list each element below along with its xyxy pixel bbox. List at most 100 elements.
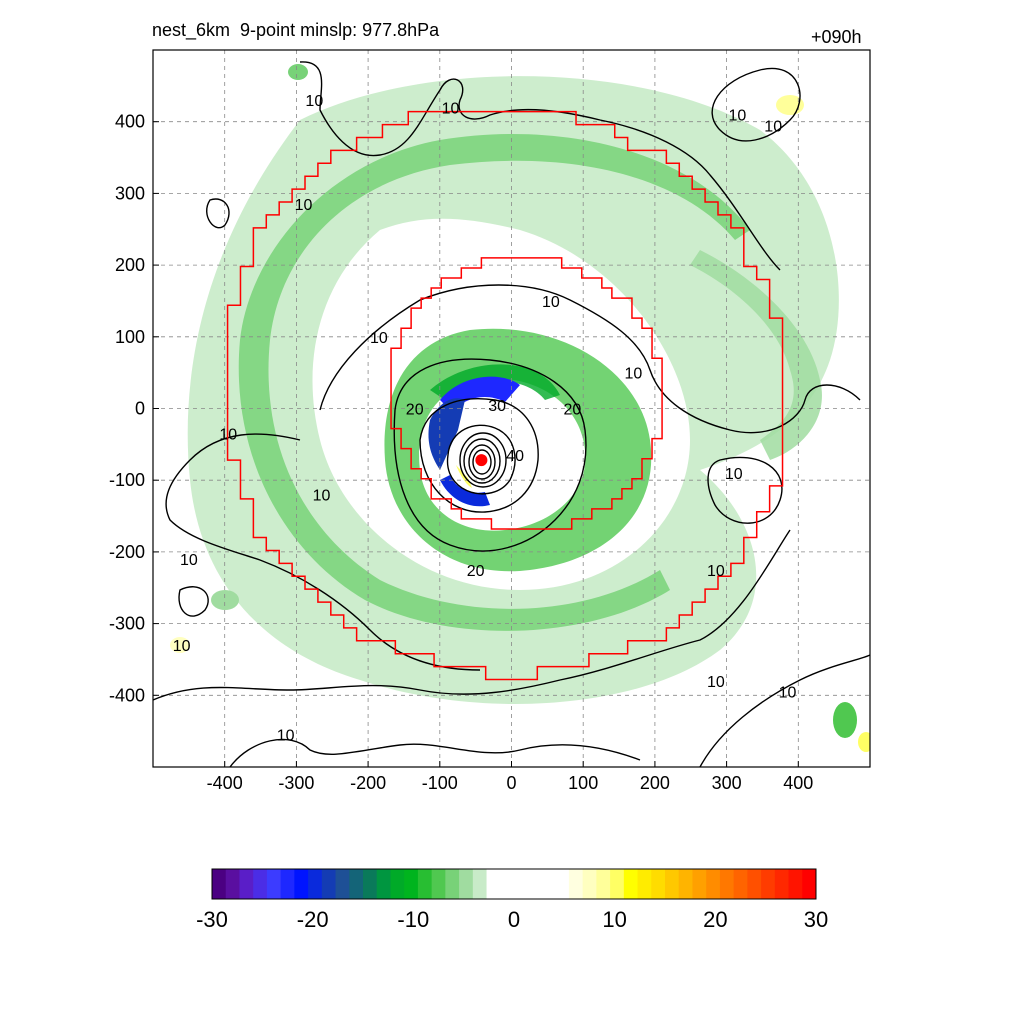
contour-10-ne-loop bbox=[711, 67, 801, 142]
colorbar-swatch bbox=[212, 869, 227, 899]
colorbar-swatch bbox=[486, 869, 501, 899]
inner-band-dark bbox=[430, 364, 560, 400]
contour-80 bbox=[472, 449, 492, 475]
colorbar-swatch bbox=[225, 869, 240, 899]
contour-label: 10 bbox=[305, 93, 323, 110]
colorbar-swatch bbox=[308, 869, 323, 899]
colorbar-tick-label: -10 bbox=[397, 907, 429, 932]
contour-50 bbox=[459, 432, 507, 488]
y-tick-label: -400 bbox=[109, 685, 145, 705]
shaded-field bbox=[170, 64, 870, 752]
colorbar-swatch bbox=[253, 869, 268, 899]
colorbar-swatch bbox=[472, 869, 488, 899]
x-tick-label: 400 bbox=[783, 773, 813, 793]
colorbar-swatch bbox=[500, 869, 515, 899]
eyewall-blue-west bbox=[428, 398, 465, 470]
colorbar-swatch bbox=[747, 869, 762, 899]
colorbar-swatch bbox=[637, 869, 652, 899]
contour-lines bbox=[153, 61, 870, 767]
colorbar-tick-label: 10 bbox=[602, 907, 626, 932]
colorbar-swatch bbox=[802, 869, 817, 899]
colorbar-swatch bbox=[376, 869, 391, 899]
contour-label: 10 bbox=[370, 330, 388, 347]
y-tick-label: 100 bbox=[115, 327, 145, 347]
x-tick-label: -100 bbox=[422, 773, 458, 793]
contour-label: 10 bbox=[728, 108, 746, 125]
inner-nest-boundary bbox=[390, 257, 663, 530]
colorbar-swatch bbox=[774, 869, 790, 899]
contour-label: 10 bbox=[764, 118, 782, 135]
colorbar bbox=[211, 868, 817, 900]
colorbar-swatch bbox=[266, 869, 282, 899]
y-tick-label: 400 bbox=[115, 112, 145, 132]
colorbar-tick-label: 20 bbox=[703, 907, 727, 932]
colorbar-swatch bbox=[733, 869, 748, 899]
contour-10-se bbox=[699, 654, 870, 767]
contour-10-east bbox=[707, 456, 783, 524]
x-tick-label: -200 bbox=[350, 773, 386, 793]
nest-boundaries bbox=[226, 110, 784, 681]
colorbar-swatch bbox=[761, 869, 776, 899]
patch-se-yellow bbox=[858, 732, 870, 752]
contour-40 bbox=[446, 424, 516, 495]
contour-label: 10 bbox=[219, 427, 237, 444]
forecast-hour-label: +090h bbox=[811, 27, 862, 47]
contour-10-far-south bbox=[229, 738, 641, 767]
x-tick-label: 100 bbox=[568, 773, 598, 793]
colorbar-swatch bbox=[623, 869, 639, 899]
east-rainband bbox=[690, 250, 822, 460]
contour-label: 10 bbox=[313, 488, 331, 505]
x-tick-label: 200 bbox=[640, 773, 670, 793]
colorbar-labels: -30 -20 -10 0 10 20 30 bbox=[196, 907, 828, 932]
colorbar-swatch bbox=[568, 869, 584, 899]
colorbar-swatch bbox=[239, 869, 254, 899]
outer-nest-boundary bbox=[226, 110, 784, 681]
contour-label: 40 bbox=[506, 448, 524, 465]
x-axis: -400 -300 -200 -100 0 100 200 300 400 bbox=[207, 761, 813, 793]
colorbar-swatch bbox=[335, 869, 350, 899]
patch-sw bbox=[170, 637, 190, 653]
contour-10-w-loop bbox=[206, 198, 230, 229]
contour-10-sw-loop bbox=[178, 586, 209, 617]
patch-w bbox=[211, 590, 239, 610]
contour-label: 20 bbox=[406, 402, 424, 419]
y-tick-label: -300 bbox=[109, 614, 145, 634]
outer-rainband bbox=[238, 134, 750, 631]
colorbar-swatch bbox=[445, 869, 460, 899]
colorbar-swatch bbox=[692, 869, 707, 899]
contour-label: 10 bbox=[180, 552, 198, 569]
contour-label: 10 bbox=[542, 294, 560, 311]
y-tick-label: 200 bbox=[115, 255, 145, 275]
contour-20 bbox=[393, 358, 587, 552]
y-tick-label: -200 bbox=[109, 542, 145, 562]
contour-30 bbox=[419, 398, 539, 513]
colorbar-swatch bbox=[363, 869, 378, 899]
storm-center-marker bbox=[475, 454, 488, 467]
colorbar-swatch bbox=[555, 869, 570, 899]
colorbar-swatch bbox=[582, 869, 597, 899]
colorbar-tick-label: -30 bbox=[196, 907, 228, 932]
colorbar-swatch bbox=[431, 869, 446, 899]
colorbar-swatch bbox=[527, 869, 542, 899]
colorbar-swatch bbox=[404, 869, 419, 899]
colorbar-swatch bbox=[719, 869, 735, 899]
colorbar-swatch bbox=[390, 869, 405, 899]
contour-label: 10 bbox=[173, 638, 191, 655]
contour-label: 20 bbox=[564, 402, 582, 419]
colorbar-swatch bbox=[459, 869, 474, 899]
contour-label: 10 bbox=[707, 563, 725, 580]
y-axis: -400 -300 -200 -100 0 100 200 300 400 bbox=[109, 112, 159, 705]
colorbar-swatch bbox=[610, 869, 625, 899]
contour-10-inner bbox=[319, 284, 861, 434]
x-tick-label: -400 bbox=[207, 773, 243, 793]
y-tick-label: 0 bbox=[135, 399, 145, 419]
contour-label: 10 bbox=[624, 366, 642, 383]
outer-rainband-light bbox=[187, 76, 839, 705]
contour-label: 30 bbox=[488, 398, 506, 415]
colorbar-swatch bbox=[788, 869, 803, 899]
colorbar-swatch bbox=[665, 869, 680, 899]
patch-nw bbox=[288, 64, 308, 80]
contour-70 bbox=[468, 444, 496, 480]
colorbar-tick-label: 30 bbox=[804, 907, 828, 932]
